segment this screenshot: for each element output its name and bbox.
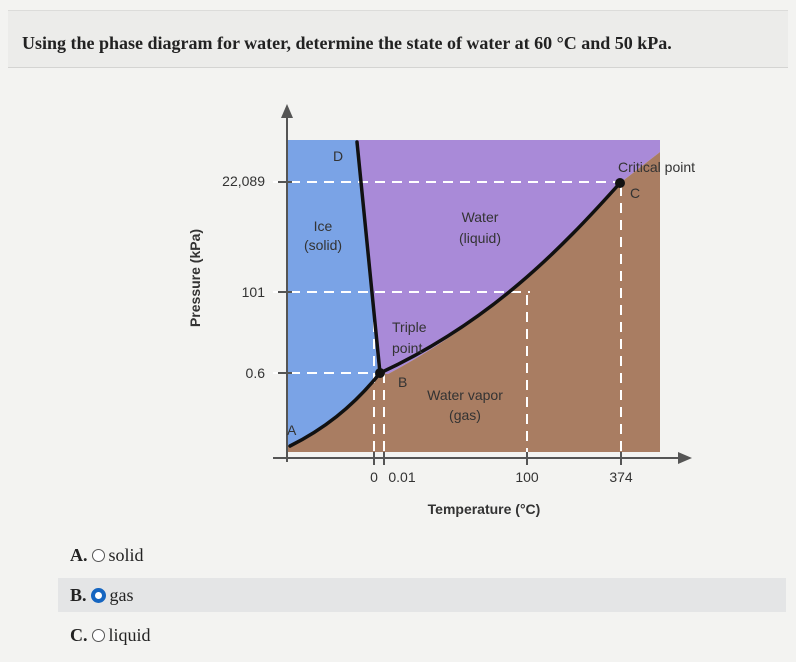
option-a-text: solid: [108, 544, 144, 565]
solid-label-1: Ice: [314, 218, 333, 234]
vaporization-curve: [378, 181, 622, 375]
critical-point-label: Critical point: [618, 159, 695, 175]
question-card: Using the phase diagram for water, deter…: [8, 10, 788, 68]
x-tick-100: 100: [515, 469, 539, 485]
solid-label-2: (solid): [304, 237, 342, 253]
option-c[interactable]: C. liquid: [58, 618, 778, 652]
x-tick-0: 0: [370, 469, 378, 485]
point-b-label: B: [398, 374, 407, 390]
option-a-letter: A.: [70, 544, 88, 565]
y-axis-label: Pressure (kPa): [187, 229, 203, 327]
phase-boundaries: [288, 140, 622, 448]
phase-diagram: 22,089 101 0.6 0 0.01 100 374 Temperatur…: [0, 90, 796, 530]
x-axis-label: Temperature (°C): [428, 501, 541, 517]
gas-label-1: Water vapor: [427, 387, 503, 403]
liquid-label-2: (liquid): [459, 230, 501, 246]
y-tick-101: 101: [242, 284, 266, 300]
triple-point-label-2: point: [392, 340, 422, 356]
option-c-text: liquid: [108, 624, 151, 645]
liquid-region: [357, 140, 660, 374]
option-a-radio[interactable]: [91, 548, 105, 562]
option-b-letter: B.: [70, 584, 87, 605]
gas-label-2: (gas): [449, 407, 481, 423]
option-b-text: gas: [109, 584, 134, 605]
option-b-radio[interactable]: [90, 587, 106, 603]
triple-point-marker: [375, 368, 385, 378]
melting-curve: [355, 140, 382, 375]
option-c-letter: C.: [70, 624, 88, 645]
option-a[interactable]: A. solid: [58, 538, 778, 572]
option-b[interactable]: B. gas: [58, 578, 786, 612]
y-tick-22089: 22,089: [222, 173, 265, 189]
phase-diagram-svg: 22,089 101 0.6 0 0.01 100 374 Temperatur…: [187, 104, 695, 517]
x-tick-374: 374: [609, 469, 633, 485]
point-a-label: A: [287, 422, 297, 438]
y-axis-arrow: [281, 104, 293, 118]
liquid-label-1: Water: [462, 209, 499, 225]
y-tick-0-6: 0.6: [246, 365, 266, 381]
point-c-label: C: [630, 185, 640, 201]
option-c-radio[interactable]: [91, 628, 105, 642]
axes: [273, 112, 680, 465]
sublimation-curve: [288, 371, 382, 448]
point-d-label: D: [333, 148, 343, 164]
x-axis-arrow: [678, 452, 692, 464]
critical-point-marker: [615, 178, 625, 188]
x-tick-0-01: 0.01: [388, 469, 415, 485]
triple-point-label-1: Triple: [392, 319, 427, 335]
question-text: Using the phase diagram for water, deter…: [22, 33, 672, 53]
